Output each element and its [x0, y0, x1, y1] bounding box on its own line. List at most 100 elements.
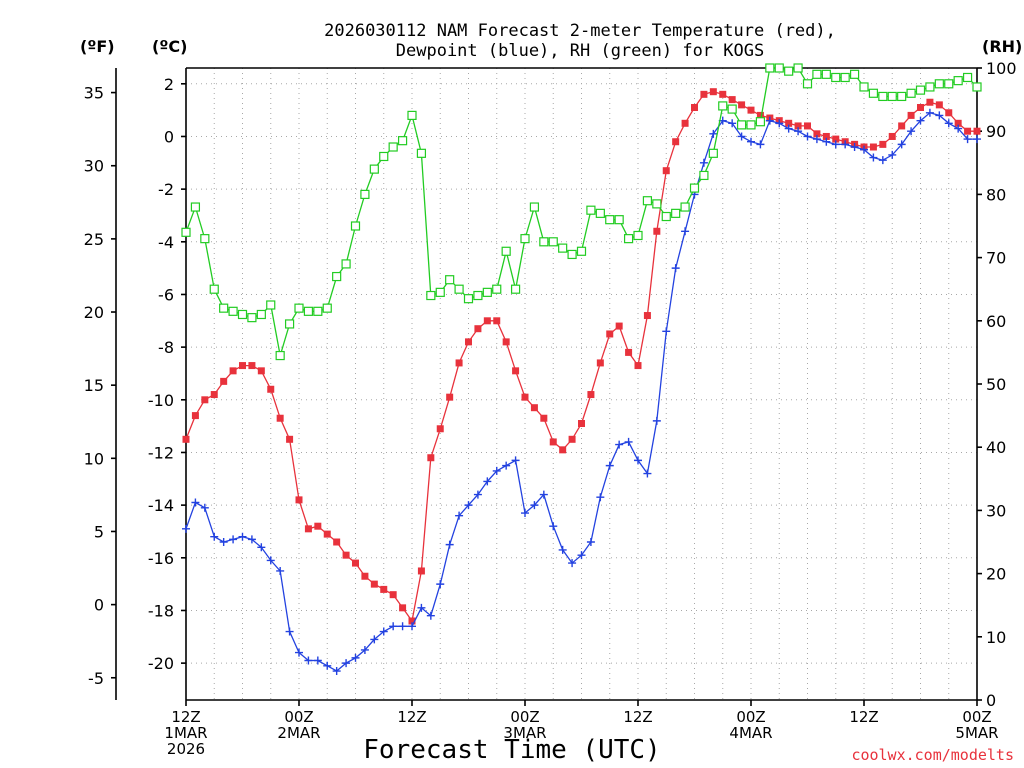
x-tick-label: 00Z: [962, 708, 991, 726]
temperature-point: [427, 454, 435, 462]
x-tick-label: 2MAR: [277, 724, 320, 742]
x-tick-label: 00Z: [510, 708, 539, 726]
rh-point: [539, 237, 549, 247]
rh-point: [765, 63, 775, 73]
dewpoint-point: [408, 622, 416, 631]
temperature-point: [662, 167, 670, 175]
rh-point: [360, 189, 370, 199]
temperature-point: [719, 90, 727, 98]
rh-point: [633, 230, 643, 241]
dewpoint-point: [671, 264, 680, 273]
dewpoint-point: [643, 469, 652, 478]
fahrenheit-tick-label: 20: [84, 303, 104, 322]
rh-point: [350, 221, 361, 231]
temperature-point: [785, 119, 793, 127]
temperature-point: [229, 367, 237, 375]
dewpoint-point: [662, 327, 671, 336]
rh-point: [397, 136, 408, 146]
temperature-point: [954, 119, 962, 127]
temperature-point: [832, 135, 840, 143]
temperature-point: [879, 140, 887, 148]
data-series: [181, 63, 982, 676]
rh-tick-label: 70: [986, 249, 1006, 268]
temperature-point: [191, 412, 199, 420]
chart-title-line-1: 2026030112 NAM Forecast 2-meter Temperat…: [324, 21, 836, 41]
dewpoint-point: [276, 566, 285, 575]
temperature-point: [935, 101, 943, 109]
temperature-point: [625, 348, 633, 356]
rh-tick-label: 100: [986, 59, 1017, 78]
celsius-tick-label: -8: [158, 338, 174, 357]
temperature-point: [756, 111, 764, 119]
rh-point: [689, 183, 700, 193]
dewpoint-point: [624, 437, 633, 446]
temperature-point: [267, 385, 275, 393]
temperature-point: [747, 106, 755, 114]
temperature-point: [257, 367, 265, 375]
dewpoint-point: [530, 501, 539, 510]
temperature-point: [399, 604, 407, 612]
temperature-point: [361, 572, 369, 580]
dewpoint-point: [549, 522, 558, 531]
temperature-point: [342, 551, 350, 559]
dewpoint-point: [370, 635, 379, 644]
rh-point: [671, 208, 681, 218]
dewpoint-point: [784, 124, 793, 133]
rh-point: [680, 202, 690, 212]
dewpoint-point: [313, 656, 322, 665]
dewpoint-point: [389, 622, 398, 631]
temperature-point: [869, 143, 877, 151]
temperature-point: [973, 127, 981, 135]
rh-point: [605, 215, 615, 225]
series-rh: [181, 63, 982, 361]
temperature-point: [286, 435, 294, 443]
rh-tick-label: 50: [986, 375, 1006, 394]
rh-point: [878, 91, 888, 102]
dewpoint-point: [229, 535, 238, 544]
rh-point: [699, 170, 709, 181]
dewpoint-point: [935, 111, 944, 120]
celsius-tick-label: -14: [148, 496, 174, 515]
rh-tick-label: 10: [986, 628, 1006, 647]
dewpoint-point: [841, 140, 850, 149]
rh-point: [256, 309, 266, 320]
temperature-point: [549, 438, 557, 446]
rh-point: [736, 120, 747, 130]
dewpoint-point: [182, 524, 190, 533]
rh-point: [972, 82, 982, 92]
rh-point: [897, 91, 907, 102]
dewpoint-point: [266, 556, 275, 565]
rh-point: [567, 249, 577, 260]
fahrenheit-tick-label: 0: [94, 596, 104, 615]
rh-point: [840, 72, 850, 83]
dewpoint-point: [681, 227, 690, 236]
dewpoint-point: [897, 140, 906, 149]
rh-tick-label: 80: [986, 185, 1006, 204]
rh-point: [586, 205, 596, 215]
rh-point: [454, 284, 464, 294]
temperature-point: [728, 96, 736, 104]
x-tick-label: 12Z: [849, 708, 878, 726]
dewpoint-point: [558, 545, 567, 554]
temperature-point: [926, 98, 934, 106]
dewpoint-point: [502, 461, 511, 470]
dewpoint-point: [907, 127, 916, 136]
rh-point: [313, 306, 323, 316]
dewpoint-point: [436, 580, 445, 589]
rh-point: [492, 284, 502, 294]
rh-point: [200, 234, 210, 244]
x-tick-label: 3MAR: [503, 724, 546, 742]
rh-point: [247, 313, 257, 323]
rh-tick-label: 90: [986, 122, 1006, 141]
rh-tick-label: 60: [986, 312, 1006, 331]
rh-point: [925, 82, 935, 92]
x-tick-label: 12Z: [171, 708, 200, 726]
dewpoint-point: [473, 490, 482, 499]
x-tick-label: 5MAR: [955, 724, 998, 742]
rh-unit-label: (RH): [982, 37, 1022, 56]
temperature-point: [352, 559, 359, 567]
dewpoint-point: [737, 132, 746, 141]
rh-point: [426, 290, 436, 301]
temperature-point: [304, 525, 312, 533]
temperature-point: [804, 122, 811, 130]
